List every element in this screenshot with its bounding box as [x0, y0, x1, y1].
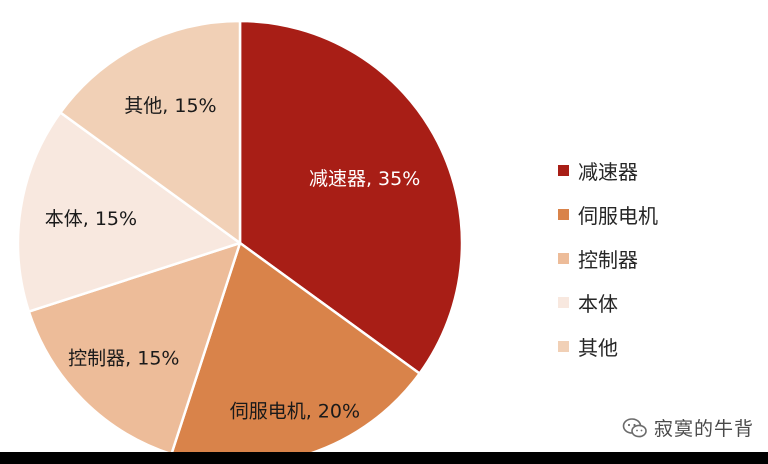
legend-swatch-4	[558, 340, 569, 352]
legend-label-1: 伺服电机	[578, 203, 658, 228]
legend-item-2: 控制器	[558, 236, 758, 280]
legend-label-3: 本体	[578, 291, 618, 316]
pie-slice-4	[59, 19, 242, 245]
pie-slices	[16, 19, 464, 464]
legend-item-3: 本体	[558, 280, 758, 324]
slice-label-3: 本体, 15%	[45, 208, 137, 230]
legend-swatch-0	[558, 164, 569, 176]
legend-item-0: 减速器	[558, 148, 758, 192]
pie-labels: 减速器, 35% 伺服电机, 20% 控制器, 15% 本体, 15% 其他, 15%	[45, 95, 421, 422]
legend-item-1: 伺服电机	[558, 192, 758, 236]
wechat-chat-icon	[622, 417, 647, 437]
legend-label-2: 控制器	[578, 247, 638, 272]
slice-label-0: 减速器, 35%	[309, 168, 420, 190]
slice-label-2: 控制器, 15%	[68, 348, 179, 370]
slice-label-4: 其他, 15%	[124, 95, 216, 117]
legend-swatch-3	[558, 296, 569, 308]
legend-swatch-1	[558, 208, 569, 220]
legend-label-4: 其他	[578, 335, 618, 360]
watermark: 寂寞的牛背	[622, 414, 754, 441]
legend-item-4: 其他	[558, 324, 758, 368]
legend: 减速器伺服电机控制器本体其他	[558, 148, 758, 368]
legend-swatch-2	[558, 252, 569, 264]
pie-slice-0	[238, 19, 464, 375]
watermark-text: 寂寞的牛背	[653, 418, 754, 440]
pie-slice-2	[27, 241, 242, 456]
bottom-bar	[0, 452, 768, 464]
slice-label-1: 伺服电机, 20%	[230, 400, 360, 422]
legend-label-0: 减速器	[578, 159, 638, 184]
pie-slice-3	[16, 111, 242, 313]
